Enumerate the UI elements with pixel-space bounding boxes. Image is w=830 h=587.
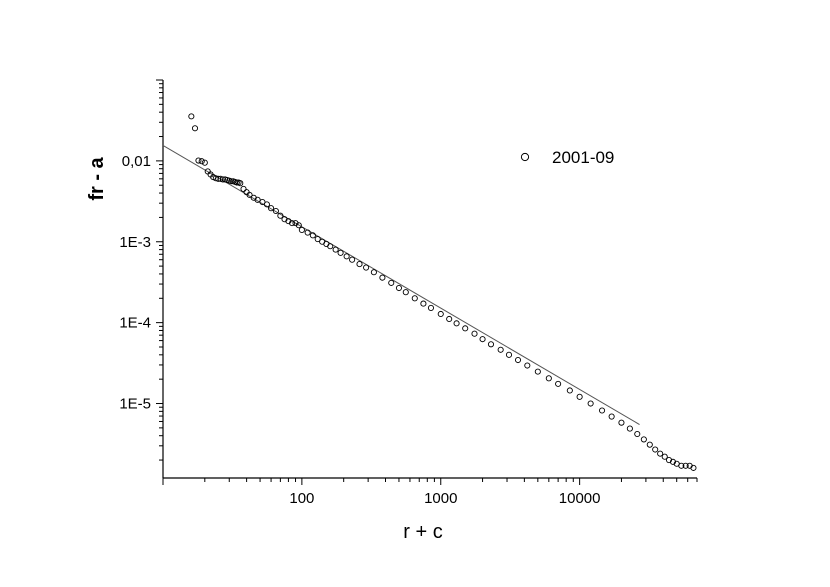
data-point [188, 113, 195, 120]
data-point [534, 368, 541, 375]
data-point [555, 380, 562, 387]
data-point [309, 232, 316, 239]
data-point [587, 400, 594, 407]
data-point [228, 178, 235, 185]
data-point [268, 205, 275, 212]
legend-label: 2001-09 [552, 148, 614, 167]
y-axis-title: fr - a [86, 156, 108, 200]
data-point [446, 315, 453, 323]
data-point [497, 346, 504, 353]
y-tick-label: 1E-5 [119, 396, 151, 413]
data-point [634, 430, 641, 438]
data-point [272, 207, 279, 215]
data-point [682, 462, 689, 469]
data-point [356, 261, 363, 268]
data-point [263, 201, 270, 208]
data-point [314, 236, 321, 243]
data-point [240, 185, 247, 192]
x-tick-label: 100 [289, 490, 314, 507]
data-point [379, 274, 386, 281]
data-point [524, 362, 531, 369]
data-point [626, 425, 633, 432]
data-point [233, 179, 240, 186]
data-point [471, 330, 478, 337]
data-point [215, 175, 222, 182]
data-point [327, 243, 334, 250]
data-point [505, 351, 513, 358]
data-point [669, 458, 677, 465]
data-point [277, 212, 284, 219]
data-point [657, 450, 664, 457]
data-point [298, 226, 305, 233]
data-point [487, 341, 495, 348]
data-point [295, 222, 302, 229]
data-point [195, 157, 202, 164]
x-tick-label: 1000 [424, 490, 457, 507]
data-point [545, 375, 552, 382]
data-point [640, 436, 647, 443]
data-point [337, 249, 344, 256]
data-point [219, 176, 226, 183]
data-point [304, 229, 311, 236]
data-point [402, 289, 409, 296]
data-point [598, 407, 606, 414]
data-point [479, 336, 486, 343]
data-point [665, 457, 673, 464]
y-tick-label: 1E-4 [119, 315, 151, 332]
data-point [652, 446, 659, 453]
data-point [661, 453, 668, 460]
x-tick-label: 10000 [559, 490, 601, 507]
legend: 2001-09 [520, 148, 614, 167]
data-point [343, 253, 350, 260]
data-points [188, 113, 697, 471]
data-point [608, 413, 615, 420]
y-tick-label: 1E-3 [119, 234, 151, 251]
data-point [678, 462, 685, 469]
data-point [201, 159, 208, 166]
y-tick-label: 0,01 [122, 153, 151, 170]
data-point [289, 220, 296, 227]
data-point [462, 325, 469, 332]
data-point [388, 279, 395, 286]
fit-line-group [162, 145, 640, 425]
data-point [237, 180, 244, 187]
y-ticks: 0,01 1E-3 1E-4 1E-5 [119, 79, 163, 461]
data-point [411, 295, 418, 302]
data-point [370, 269, 377, 276]
data-point [514, 356, 522, 364]
data-point [576, 393, 583, 400]
x-ticks: 100 1000 10000 [162, 478, 698, 507]
data-point [437, 310, 444, 318]
fit-line [162, 145, 640, 425]
data-point [566, 387, 573, 394]
data-point [420, 300, 427, 307]
data-point [427, 304, 435, 311]
data-point [618, 419, 625, 426]
data-point [646, 441, 653, 448]
data-point [349, 256, 356, 263]
data-point [690, 464, 697, 471]
x-axis-title: r + c [403, 521, 442, 543]
data-point [254, 196, 261, 203]
data-point [395, 284, 402, 292]
legend-marker [520, 152, 530, 162]
data-point [246, 191, 253, 198]
data-point [191, 125, 199, 132]
data-point [332, 246, 339, 253]
data-point [453, 320, 460, 327]
data-point [363, 264, 370, 271]
data-point [198, 158, 205, 165]
